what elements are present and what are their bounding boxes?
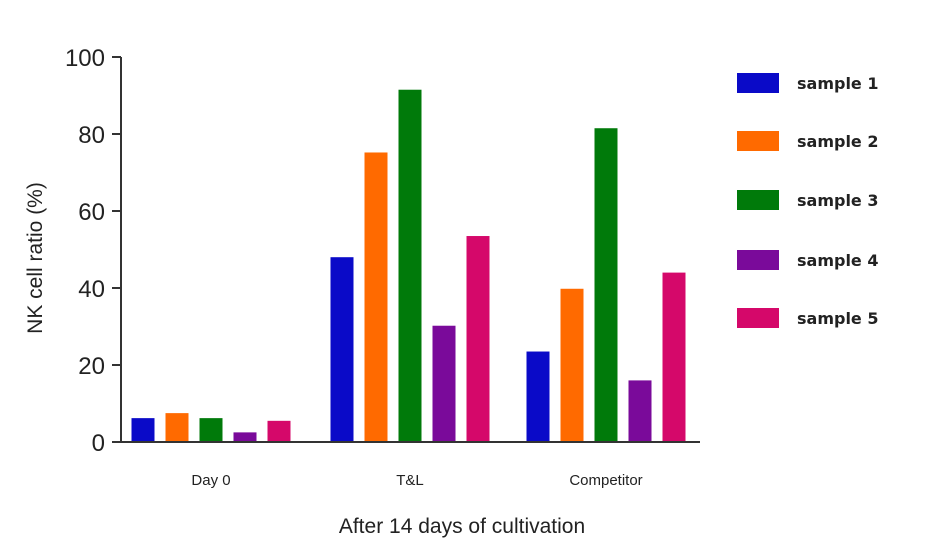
bar-sample-2-1 [165,413,189,442]
bar-sample-4-2 [432,325,456,442]
legend-label: sample 4 [797,251,878,270]
bar-sample-3-2 [398,89,422,442]
legend-swatch [737,190,779,210]
bar-sample-4-3 [628,380,652,442]
bar-sample-1-3 [526,351,550,442]
legend-label: sample 1 [797,74,878,93]
y-tick-label: 0 [92,430,105,457]
bar-sample-2-3 [560,288,584,442]
bar-sample-1-1 [131,418,155,442]
legend-swatch [737,308,779,328]
bar-sample-5-3 [662,272,686,442]
bar-sample-1-2 [330,257,354,442]
bar-sample-3-3 [594,128,618,442]
bar-sample-4-1 [233,432,257,442]
x-category-label: Day 0 [191,472,230,489]
x-category-label: Competitor [569,472,642,489]
bar-sample-5-1 [267,420,291,442]
x-category-label: T&L [396,472,424,489]
legend: sample 1 sample 2 sample 3 sample 4 sample 5 [737,73,878,328]
x-ticks-group: Day 0 T&L Competitor [191,472,642,489]
y-tick-label: 80 [78,122,105,149]
y-tick-label: 100 [65,45,105,72]
bar-sample-2-2 [364,152,388,443]
y-tick-label: 40 [78,276,105,303]
legend-label: sample 2 [797,132,878,151]
legend-label: sample 5 [797,309,878,328]
legend-swatch [737,131,779,151]
bar-sample-3-1 [199,418,223,442]
y-tick-label: 20 [78,353,105,380]
bar-sample-5-2 [466,236,490,442]
y-axis-title: NK cell ratio (%) [24,182,47,334]
legend-swatch [737,250,779,270]
plot-area: 0 20 40 60 80 100 Day 0 T&L Competitor [65,45,700,489]
y-ticks-group: 0 20 40 60 80 100 [65,45,121,457]
legend-swatch [737,73,779,93]
bars-group [131,89,686,443]
x-axis-title: After 14 days of cultivation [339,515,585,538]
legend-label: sample 3 [797,191,878,210]
y-tick-label: 60 [78,199,105,226]
